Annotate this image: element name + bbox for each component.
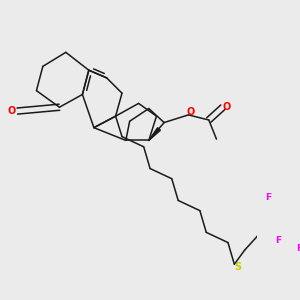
Text: O: O — [186, 107, 194, 117]
Text: S: S — [235, 262, 242, 272]
Text: F: F — [265, 193, 271, 202]
Text: O: O — [8, 106, 16, 116]
Polygon shape — [149, 128, 161, 140]
Text: F: F — [296, 244, 300, 253]
Text: F: F — [275, 236, 281, 244]
Text: O: O — [223, 102, 231, 112]
